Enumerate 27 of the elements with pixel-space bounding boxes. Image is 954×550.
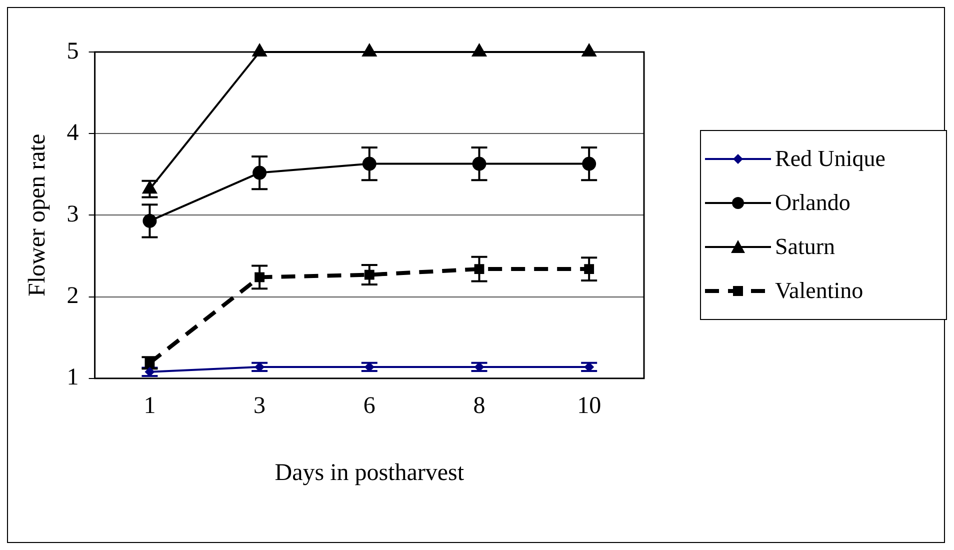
y-tick-label: 2 [66,283,79,310]
x-tick-label: 8 [473,393,486,420]
x-tick-label: 6 [363,393,376,420]
legend-label: Valentino [775,278,864,304]
point [362,156,376,171]
y-tick-label: 5 [66,38,79,64]
point [364,270,374,280]
x-axis-title: Days in postharvest [274,460,464,486]
point [474,264,484,274]
x-tick-label: 1 [144,393,156,420]
point [144,358,155,368]
point [472,156,486,171]
legend-label: Saturn [775,234,836,260]
y-axis-title: Flower open rate [24,134,51,297]
x-tick-label: 3 [254,393,266,420]
legend-label: Orlando [775,190,850,216]
point [142,214,157,228]
point [584,264,594,274]
y-tick-label: 1 [66,364,79,391]
point [142,180,158,194]
legend-label: Red Unique [775,146,886,172]
y-tick-label: 4 [66,120,79,146]
x-tick-label: 10 [577,393,602,420]
point [252,166,267,180]
point [582,156,596,171]
point [254,272,265,282]
y-tick-label: 3 [66,201,79,228]
